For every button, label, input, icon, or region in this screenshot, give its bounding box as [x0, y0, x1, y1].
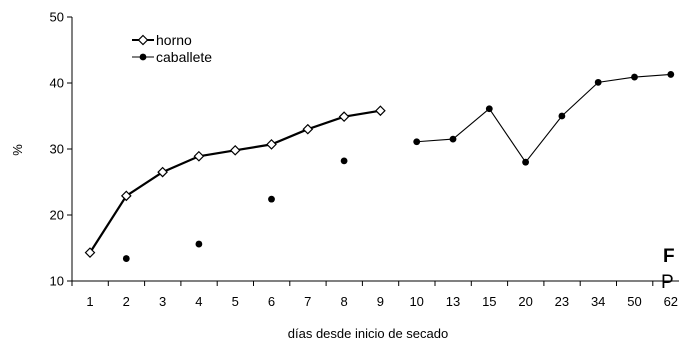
y-tick-label: 40	[50, 76, 64, 91]
series-horno-point	[338, 111, 350, 123]
y-tick-label: 20	[50, 208, 64, 223]
x-tick-label: 13	[446, 294, 460, 309]
x-tick-label: 20	[518, 294, 532, 309]
series-caballete-point	[485, 105, 493, 113]
series-caballete	[122, 71, 675, 262]
series-caballete-point	[667, 71, 675, 78]
series-horno-point	[193, 150, 205, 162]
x-tick-label: 2	[123, 294, 130, 309]
series-layer	[84, 71, 675, 262]
x-tick-label: 34	[591, 294, 605, 309]
legend-caballete-marker	[139, 53, 147, 61]
series-horno-point	[157, 166, 168, 178]
x-tick-label: 15	[482, 294, 496, 309]
x-tick-label: 5	[232, 294, 239, 309]
x-tick-label: 1	[86, 294, 93, 309]
x-tick-label: 6	[268, 294, 275, 309]
series-caballete-point	[558, 112, 566, 120]
series-horno-point	[266, 139, 277, 150]
series-caballete-point	[268, 195, 275, 203]
x-tick-label: 10	[409, 294, 423, 309]
x-tick-label: 50	[627, 294, 641, 309]
series-caballete-point	[631, 73, 638, 81]
x-tick-label: 8	[340, 294, 347, 309]
series-caballete-point	[413, 138, 421, 146]
series-caballete-point	[122, 255, 130, 262]
series-horno-point	[302, 123, 314, 135]
series-caballete-line	[416, 73, 671, 164]
series-horno-line	[89, 109, 381, 254]
legend-horno-label: horno	[156, 32, 192, 48]
x-tick-label: 3	[159, 294, 166, 309]
series-caballete-point	[522, 158, 529, 166]
x-tick-label: 9	[377, 294, 384, 309]
x-ticks: 1 2 3 4 5 6 7 8 9 10 13 15 20 23 34 50 62	[71, 281, 678, 309]
y-axis-label: %	[10, 144, 25, 156]
x-tick-label: 62	[664, 294, 678, 309]
legend-caballete-label: caballete	[156, 49, 212, 65]
y-tick-label: 30	[50, 142, 64, 157]
x-tick-label: 7	[304, 294, 311, 309]
series-horno-point	[229, 144, 241, 156]
x-tick-label: 4	[195, 294, 202, 309]
y-ticks: 10 20 30 40 50	[50, 10, 72, 289]
y-tick-label: 10	[50, 274, 64, 289]
y-tick-label: 50	[50, 10, 64, 25]
side-letter-p: P	[661, 272, 674, 293]
legend-horno-marker	[137, 34, 149, 46]
x-axis-label: días desde inicio de secado	[288, 326, 448, 341]
x-tick-label: 23	[555, 294, 569, 309]
series-horno-point	[120, 190, 132, 202]
series-horno-point	[375, 105, 386, 117]
series-caballete-point	[594, 78, 602, 86]
side-letter-f: F	[663, 246, 675, 267]
series-caballete-point	[195, 240, 203, 248]
series-caballete-point	[449, 135, 457, 143]
series-caballete-point	[340, 157, 348, 165]
series-horno-point	[84, 247, 96, 258]
series-horno	[84, 105, 386, 258]
